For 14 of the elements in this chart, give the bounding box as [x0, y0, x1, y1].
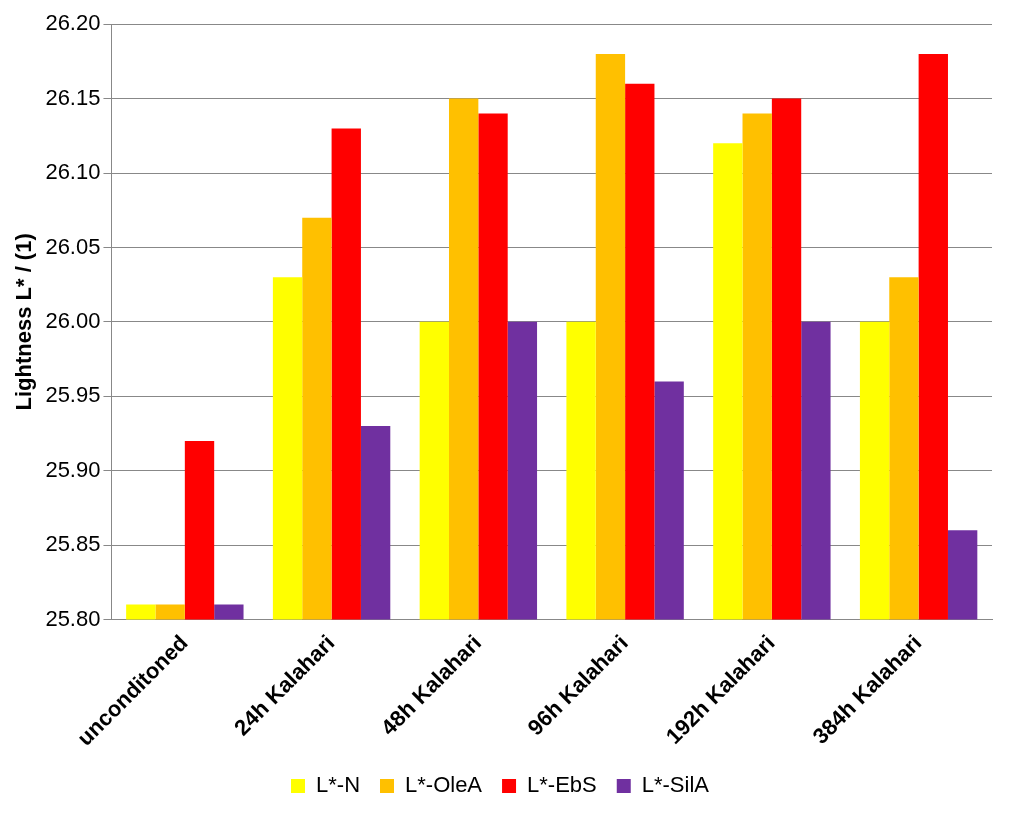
- legend-label: L*-EbS: [527, 772, 597, 798]
- y-tick-label: 26.15: [45, 84, 101, 110]
- y-tick-label: 25.90: [45, 456, 101, 482]
- legend-label: L*-OleA: [405, 772, 483, 798]
- legend-label: L*-N: [316, 772, 361, 798]
- y-axis-title: Lightness L* / (1): [11, 233, 37, 411]
- legend-label: L*-SilA: [641, 772, 710, 798]
- y-tick-label: 26.05: [45, 233, 101, 259]
- y-tick-label: 25.95: [45, 382, 101, 408]
- y-tick-label: 26.20: [45, 10, 101, 36]
- y-tick-label: 25.80: [45, 605, 101, 631]
- y-tick-label: 26.00: [45, 307, 101, 333]
- y-tick-label: 26.10: [45, 159, 101, 185]
- y-tick-label: 25.85: [45, 531, 101, 557]
